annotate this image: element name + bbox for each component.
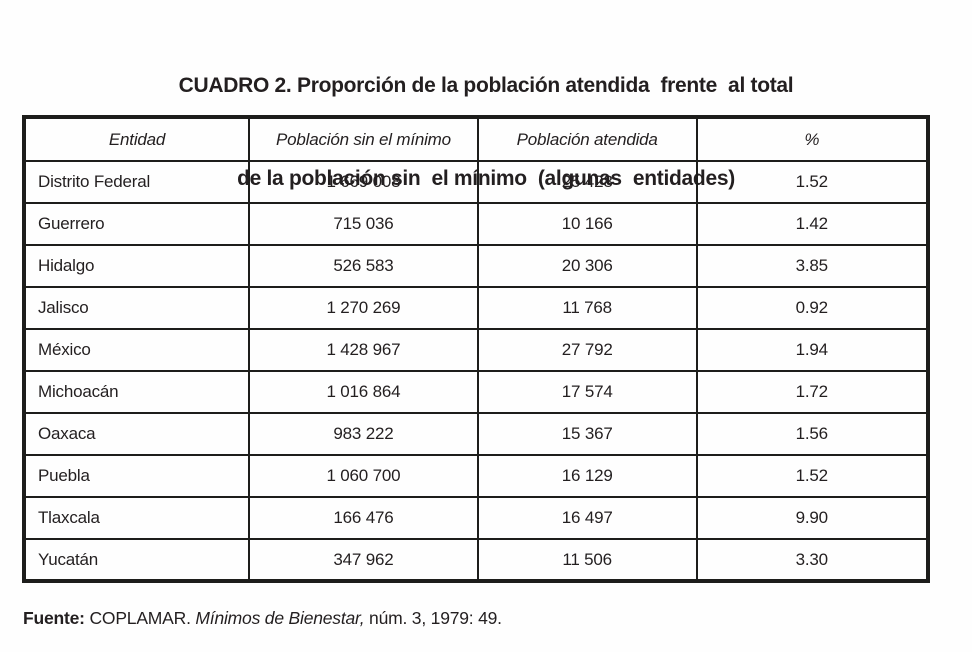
cell-atendida: 27 792 — [476, 328, 698, 372]
table-row: Tlaxcala 166 476 16 497 9.90 — [22, 496, 930, 540]
cell-entidad: Tlaxcala — [22, 496, 251, 540]
cell-entidad: Jalisco — [22, 286, 251, 330]
cell-pct: 1.52 — [695, 454, 930, 498]
cell-entidad: México — [22, 328, 251, 372]
cell-sin-minimo: 526 583 — [248, 244, 479, 288]
cell-entidad: Hidalgo — [22, 244, 251, 288]
cell-entidad: Michoacán — [22, 370, 251, 414]
cell-sin-minimo: 1 428 967 — [248, 328, 479, 372]
column-header-atendida: Población atendida — [476, 116, 698, 162]
source-label: Fuente: — [23, 608, 85, 628]
cell-atendida: 16 129 — [476, 454, 698, 498]
table-title-line1: CUADRO 2. Proporción de la población ate… — [178, 74, 794, 97]
cell-sin-minimo: 166 476 — [248, 496, 479, 540]
cell-pct: 9.90 — [695, 496, 930, 540]
cell-pct: 3.30 — [695, 538, 930, 582]
population-table: Entidad Población sin el mínimo Població… — [22, 115, 930, 583]
cell-atendida: 15 367 — [476, 412, 698, 456]
cell-sin-minimo: 1 060 700 — [248, 454, 479, 498]
cell-atendida: 10 166 — [476, 202, 698, 246]
cell-entidad: Guerrero — [22, 202, 251, 246]
table-row: Puebla 1 060 700 16 129 1.52 — [22, 454, 930, 498]
cell-pct: 1.72 — [695, 370, 930, 414]
table-row: Hidalgo 526 583 20 306 3.85 — [22, 244, 930, 288]
table-row: Guerrero 715 036 10 166 1.42 — [22, 202, 930, 246]
cell-sin-minimo: 983 222 — [248, 412, 479, 456]
cell-entidad: Distrito Federal — [22, 160, 251, 204]
table-row: Yucatán 347 962 11 506 3.30 — [22, 538, 930, 582]
cell-sin-minimo: 1 016 864 — [248, 370, 479, 414]
cell-pct: 1.42 — [695, 202, 930, 246]
table-row: Oaxaca 983 222 15 367 1.56 — [22, 412, 930, 456]
cell-sin-minimo: 347 962 — [248, 538, 479, 582]
table-header-row: Entidad Población sin el mínimo Població… — [22, 116, 930, 162]
column-header-pct: % — [695, 116, 930, 162]
cell-pct: 1.56 — [695, 412, 930, 456]
cell-atendida: 20 306 — [476, 244, 698, 288]
column-header-entidad: Entidad — [22, 116, 251, 162]
cell-pct: 1.52 — [695, 160, 930, 204]
source-citation: Fuente: COPLAMAR. Mínimos de Bienestar, … — [23, 608, 502, 629]
cell-entidad: Yucatán — [22, 538, 251, 582]
cell-sin-minimo: 715 036 — [248, 202, 479, 246]
cell-atendida: 16 497 — [476, 496, 698, 540]
table-row: Jalisco 1 270 269 11 768 0.92 — [22, 286, 930, 330]
column-header-sin-minimo: Población sin el mínimo — [248, 116, 479, 162]
cell-sin-minimo: 1 669 008 — [248, 160, 479, 204]
source-publisher: COPLAMAR. — [89, 608, 191, 628]
cell-entidad: Puebla — [22, 454, 251, 498]
table-row: México 1 428 967 27 792 1.94 — [22, 328, 930, 372]
cell-pct: 0.92 — [695, 286, 930, 330]
cell-sin-minimo: 1 270 269 — [248, 286, 479, 330]
cell-pct: 1.94 — [695, 328, 930, 372]
cell-atendida: 11 506 — [476, 538, 698, 582]
cell-entidad: Oaxaca — [22, 412, 251, 456]
source-reference: núm. 3, 1979: 49. — [369, 608, 502, 628]
cell-pct: 3.85 — [695, 244, 930, 288]
cell-atendida: 25 428 — [476, 160, 698, 204]
table-row: Michoacán 1 016 864 17 574 1.72 — [22, 370, 930, 414]
cell-atendida: 11 768 — [476, 286, 698, 330]
cell-atendida: 17 574 — [476, 370, 698, 414]
table-row: Distrito Federal 1 669 008 25 428 1.52 — [22, 160, 930, 204]
source-work-title: Mínimos de Bienestar, — [195, 608, 365, 628]
